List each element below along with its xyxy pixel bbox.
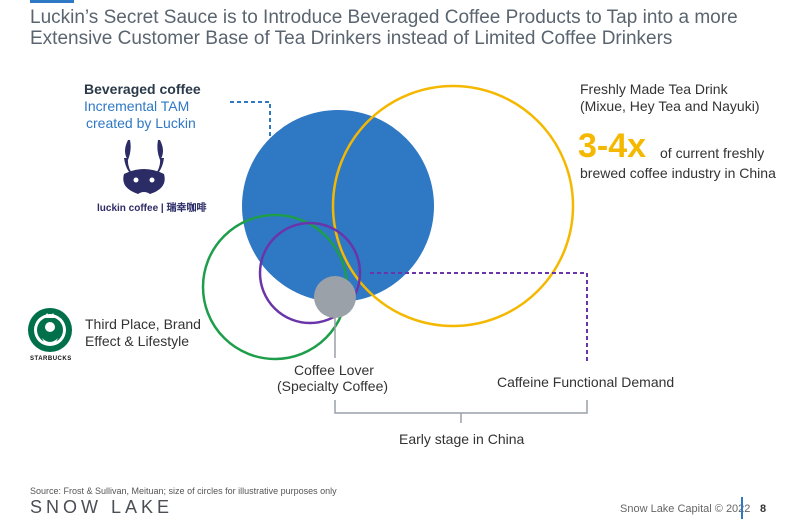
beveraged-line3: created by Luckin (86, 115, 196, 131)
source-note: Source: Frost & Sullivan, Meituan; size … (30, 486, 337, 496)
coffee-lover-subtitle: (Specialty Coffee) (277, 378, 389, 394)
page-title: Luckin’s Secret Sauce is to Introduce Be… (30, 7, 738, 49)
early-stage-label: Early stage in China (399, 431, 525, 447)
third-place-line1: Third Place, Brand (85, 316, 201, 332)
copyright: Snow Lake Capital © 2022 (620, 503, 751, 515)
beveraged-coffee-circle (242, 110, 434, 302)
multiplier-value: 3-4x (578, 127, 647, 165)
multiplier-text-line1: of current freshly (660, 145, 765, 161)
beveraged-leader-line (230, 101, 271, 136)
luckin-deer-icon (123, 140, 165, 194)
caffeine-leader-line (370, 272, 588, 364)
caffeine-label: Caffeine Functional Demand (497, 374, 675, 390)
beveraged-line2: Incremental TAM (84, 98, 190, 114)
beveraged-title: Beveraged coffee (84, 81, 201, 97)
page-number: 8 (760, 503, 767, 515)
third-place-line2: Effect & Lifestyle (85, 333, 190, 349)
coffee-lover-circle (314, 276, 356, 318)
starbucks-siren-icon (28, 308, 72, 352)
early-stage-bracket (334, 400, 588, 414)
coffee-lover-title: Coffee Lover (294, 362, 374, 378)
tea-drink-subtitle: (Mixue, Hey Tea and Nayuki) (580, 98, 760, 114)
top-accent-bar (30, 0, 74, 3)
tea-drink-circle (331, 84, 575, 328)
multiplier-text-line2: brewed coffee industry in China (580, 165, 776, 181)
footer-divider (741, 497, 743, 519)
caffeine-circle (258, 221, 362, 325)
tea-drink-title: Freshly Made Tea Drink (580, 81, 728, 97)
luckin-logo-text: luckin coffee | 瑞幸咖啡 (97, 203, 207, 214)
starbucks-logo-text: STARBUCKS (30, 356, 72, 362)
brand-logo: SNOW LAKE (30, 497, 174, 517)
